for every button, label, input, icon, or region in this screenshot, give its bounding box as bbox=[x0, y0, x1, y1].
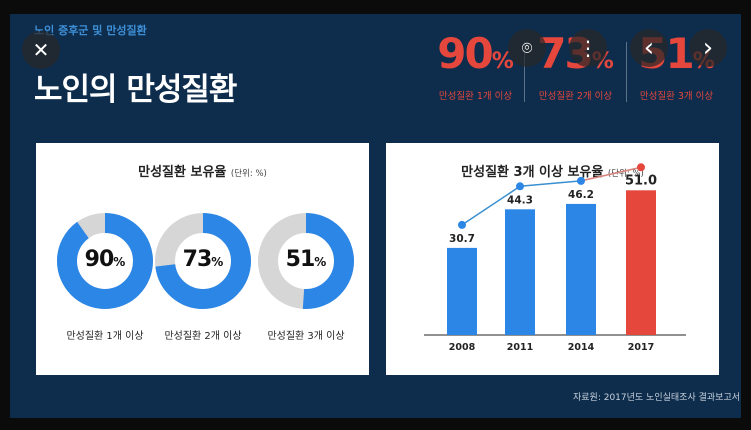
donut-panel-title: 만성질환 보유율 (단위: %) bbox=[138, 165, 267, 180]
bar-panel: 만성질환 3개 이상 보유율 (단위: %) 30.7 2008 44.3 2011 4… bbox=[386, 143, 719, 375]
more-options-button[interactable]: ⋮ bbox=[569, 29, 607, 67]
stat-1-or-more: 90% 만성질환 1개 이상 bbox=[428, 29, 523, 103]
bar-value-label: 51.0 bbox=[625, 173, 657, 188]
lens-icon: ⌾ bbox=[521, 37, 533, 59]
donut-center-value: 51% bbox=[285, 247, 327, 272]
donut-slice bbox=[258, 213, 354, 309]
slide-title: 노인의 만성질환 bbox=[34, 72, 237, 108]
x-tick-label: 2008 bbox=[449, 342, 476, 353]
previous-button[interactable]: ‹ bbox=[630, 29, 668, 67]
bar-value-label: 30.7 bbox=[449, 233, 475, 245]
donut-chart bbox=[57, 213, 354, 309]
trend-point bbox=[458, 220, 466, 229]
trend-point bbox=[516, 182, 524, 191]
bar bbox=[505, 209, 535, 335]
bar-value-label: 46.2 bbox=[568, 189, 594, 201]
trend-point bbox=[637, 163, 645, 172]
stat-value: 90% bbox=[437, 29, 514, 78]
bar-panel-title: 만성질환 3개 이상 보유율 (단위: %) bbox=[461, 165, 644, 180]
donut-slice bbox=[57, 213, 153, 309]
more-vertical-icon: ⋮ bbox=[578, 36, 598, 60]
donut-label: 만성질환 2개 이상 bbox=[164, 331, 242, 342]
trend-line-segment bbox=[580, 166, 642, 182]
donut-label: 만성질환 3개 이상 bbox=[267, 331, 345, 342]
chevron-left-icon: ‹ bbox=[643, 33, 655, 63]
bar bbox=[447, 247, 477, 335]
x-tick-label: 2017 bbox=[628, 342, 654, 353]
donut-center-value: 73% bbox=[182, 247, 224, 272]
stat-divider bbox=[524, 42, 525, 102]
donut-center-value: 90% bbox=[84, 247, 126, 272]
slide-subtitle: 노인 증후군 및 만성질환 bbox=[34, 24, 147, 37]
donut-label: 만성질환 1개 이상 bbox=[66, 331, 144, 342]
source-note: 자료원: 2017년도 노인실태조사 결과보고서 bbox=[573, 393, 740, 403]
next-button[interactable]: › bbox=[689, 29, 727, 67]
donut-slice bbox=[155, 213, 251, 309]
stat-caption: 만성질환 2개 이상 bbox=[538, 91, 613, 102]
bar bbox=[626, 190, 656, 335]
x-tick-label: 2014 bbox=[568, 342, 595, 353]
bar-value-label: 44.3 bbox=[507, 194, 533, 206]
close-button[interactable]: ✕ bbox=[22, 31, 60, 69]
chevron-right-icon: › bbox=[702, 33, 714, 63]
stat-caption: 만성질환 1개 이상 bbox=[438, 91, 513, 102]
bar-chart: 30.7 2008 44.3 2011 46.2 2014 51.0 2017 bbox=[424, 163, 686, 353]
close-icon: ✕ bbox=[32, 38, 50, 62]
trend-line-segment bbox=[461, 185, 521, 226]
stat-caption: 만성질환 3개 이상 bbox=[639, 91, 714, 102]
bar bbox=[566, 203, 596, 335]
trend-line-segment bbox=[519, 180, 582, 188]
lens-button[interactable]: ⌾ bbox=[508, 29, 546, 67]
trend-point bbox=[577, 176, 585, 185]
x-tick-label: 2011 bbox=[507, 342, 533, 353]
donut-panel: 만성질환 보유율 (단위: %) 90% 73% 51% 만성질환 1개 이상 … bbox=[36, 143, 369, 375]
stat-divider bbox=[626, 42, 627, 102]
